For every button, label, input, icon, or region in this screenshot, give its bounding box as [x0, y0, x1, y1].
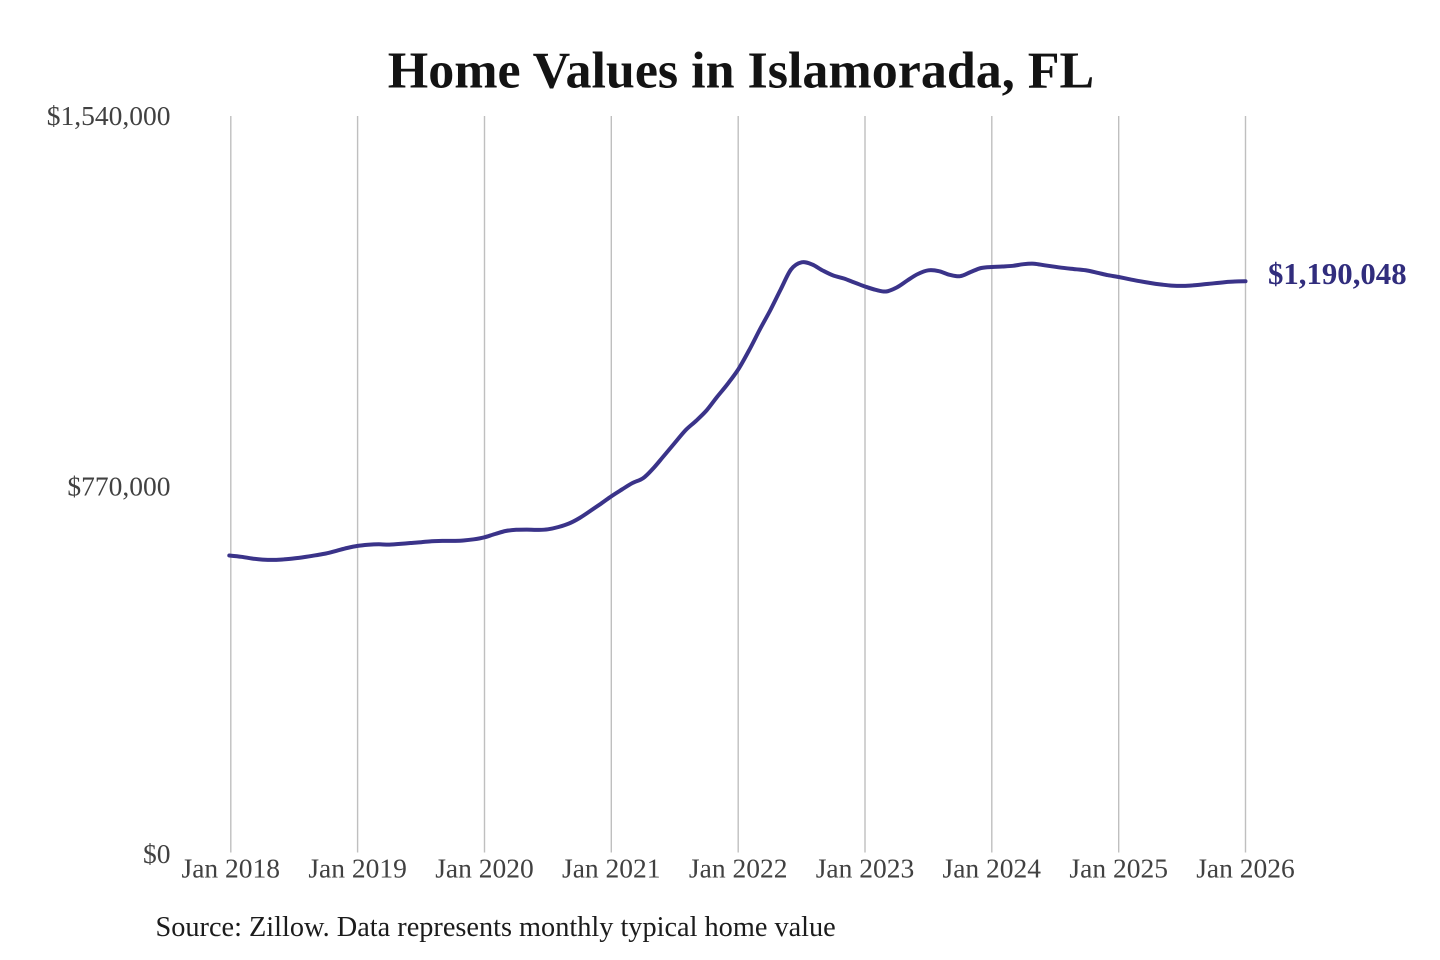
svg-text:$770,000: $770,000 — [67, 470, 170, 501]
svg-text:Home Values in Islamorada, FL: Home Values in Islamorada, FL — [388, 43, 1094, 100]
svg-text:Jan 2021: Jan 2021 — [562, 853, 661, 884]
svg-text:Jan 2023: Jan 2023 — [816, 853, 915, 884]
svg-text:Jan 2020: Jan 2020 — [435, 853, 534, 884]
svg-text:Jan 2019: Jan 2019 — [308, 853, 407, 884]
svg-text:$1,540,000: $1,540,000 — [47, 100, 171, 131]
svg-text:Jan 2018: Jan 2018 — [182, 853, 281, 884]
svg-text:Jan 2022: Jan 2022 — [689, 853, 788, 884]
svg-text:$0: $0 — [143, 838, 171, 869]
svg-text:Jan 2025: Jan 2025 — [1069, 853, 1168, 884]
svg-text:Source: Zillow. Data represent: Source: Zillow. Data represents monthly … — [156, 912, 836, 943]
svg-text:$1,190,048: $1,190,048 — [1268, 257, 1407, 291]
svg-text:Jan 2024: Jan 2024 — [943, 853, 1042, 884]
svg-text:Jan 2026: Jan 2026 — [1196, 853, 1295, 884]
